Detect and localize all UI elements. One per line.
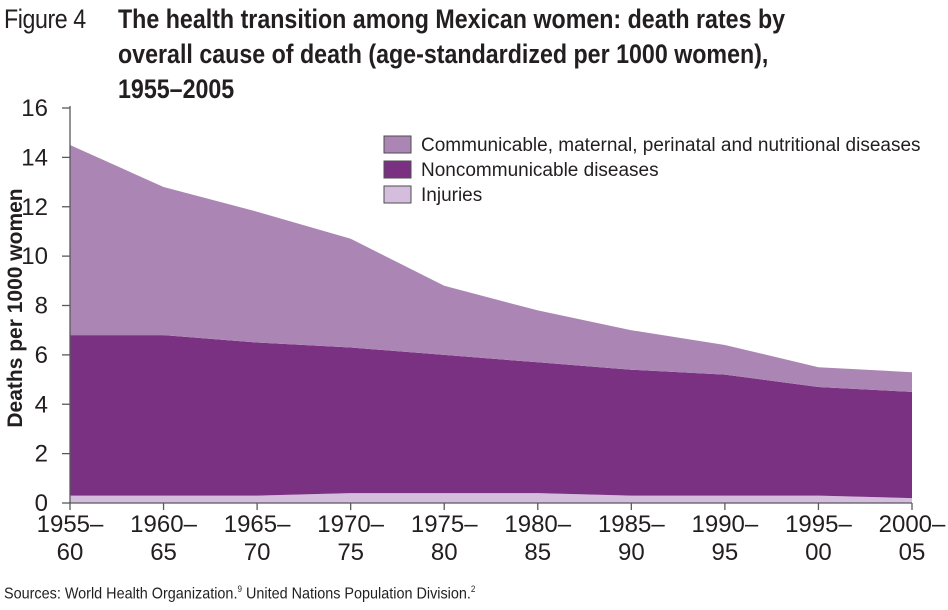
y-tick-labels: 0 2 4 6 8 10 12 14 16: [21, 95, 48, 517]
legend: Communicable, maternal, perinatal and nu…: [383, 135, 921, 206]
y-tick-label: 0: [35, 490, 48, 517]
axes-group: [62, 106, 913, 510]
x-tick-label: 1970– 75: [317, 511, 384, 566]
x-tick-label-line-2: 70: [244, 539, 271, 566]
x-tick-label-line-2: 75: [337, 539, 364, 566]
x-tick-label: 1990– 95: [692, 511, 759, 566]
x-tick-label-line-1: 1995–: [785, 511, 852, 538]
x-tick-label-line-2: 60: [57, 539, 84, 566]
y-tick-label: 4: [35, 391, 48, 418]
x-tick-label-line-1: 1990–: [692, 511, 759, 538]
source-text-1: Sources: World Health Organization.: [4, 585, 238, 603]
x-tick-label: 1960– 65: [130, 511, 197, 566]
chart-title: The health transition among Mexican wome…: [118, 2, 892, 107]
source-ref-2: 2: [470, 584, 476, 594]
title-line-1: The health transition among Mexican wome…: [118, 4, 786, 34]
source-text-2: United Nations Population Division.: [241, 585, 471, 603]
x-tick-label-line-1: 2000–: [879, 511, 946, 538]
x-tick-label-line-2: 90: [618, 539, 645, 566]
x-tick-label: 1995– 00: [785, 511, 852, 566]
y-axis-label: Deaths per 1000 women: [4, 188, 27, 427]
x-tick-label: 1955– 60: [37, 511, 104, 566]
x-tick-label-line-2: 95: [712, 539, 739, 566]
y-tick-label: 8: [35, 293, 48, 320]
x-tick-label-line-1: 1955–: [37, 511, 104, 538]
legend-swatch-communicable-maternal-perinatal-and-nutritional-diseases: [383, 135, 412, 154]
area-series-group: [70, 145, 912, 503]
x-tick-labels: 1955– 60 1960– 65 1965– 70 1970– 75 1975– 80 1980–…: [37, 511, 946, 566]
y-tick-label: 14: [21, 144, 48, 171]
x-tick-label: 2000– 05: [879, 511, 946, 566]
x-tick-label-line-2: 65: [150, 539, 177, 566]
title-line-3: 1955–2005: [118, 74, 235, 104]
x-tick-label: 1985– 90: [598, 511, 665, 566]
legend-label-communicable-maternal-perinatal-and-nutritional-diseases: Communicable, maternal, perinatal and nu…: [421, 135, 921, 156]
x-tick-label: 1980– 85: [504, 511, 571, 566]
x-tick-label-line-2: 80: [431, 539, 458, 566]
x-tick-label: 1975– 80: [411, 511, 478, 566]
legend-swatch-injuries: [383, 185, 412, 204]
x-tick-label-line-2: 00: [805, 539, 832, 566]
stacked-area-chart: 0 2 4 6 8 10 12 14 16 1955– 60 1960– 65 1965– 70 1970–…: [4, 95, 946, 566]
x-tick-label-line-1: 1975–: [411, 511, 478, 538]
area-communicable-maternal-perinatal-and-nutritional-diseases: [70, 145, 912, 392]
legend-swatch-noncommunicable-diseases: [383, 160, 412, 179]
y-tick-label: 10: [21, 243, 48, 270]
x-tick-label-line-1: 1985–: [598, 511, 665, 538]
area-injuries: [70, 493, 912, 503]
x-tick-label-line-1: 1980–: [504, 511, 571, 538]
x-tick-label-line-1: 1965–: [224, 511, 291, 538]
figure-label: Figure 4: [4, 4, 86, 34]
area-noncommunicable-diseases: [70, 335, 912, 499]
legend-label-noncommunicable-diseases: Noncommunicable diseases: [421, 160, 659, 181]
y-tick-label: 16: [21, 95, 48, 122]
x-tick-label: 1965– 70: [224, 511, 291, 566]
title-line-2: overall cause of death (age-standardized…: [118, 39, 769, 69]
y-tick-label: 6: [35, 342, 48, 369]
source-note: Sources: World Health Organization.9 Uni…: [4, 584, 475, 603]
y-tick-label: 12: [21, 194, 48, 221]
y-tick-label: 2: [35, 441, 48, 468]
x-tick-label-line-1: 1960–: [130, 511, 197, 538]
x-tick-label-line-2: 05: [899, 539, 926, 566]
x-tick-label-line-2: 85: [524, 539, 551, 566]
legend-label-injuries: Injuries: [421, 185, 482, 206]
x-tick-label-line-1: 1970–: [317, 511, 384, 538]
source-ref-1: 9: [237, 584, 242, 594]
